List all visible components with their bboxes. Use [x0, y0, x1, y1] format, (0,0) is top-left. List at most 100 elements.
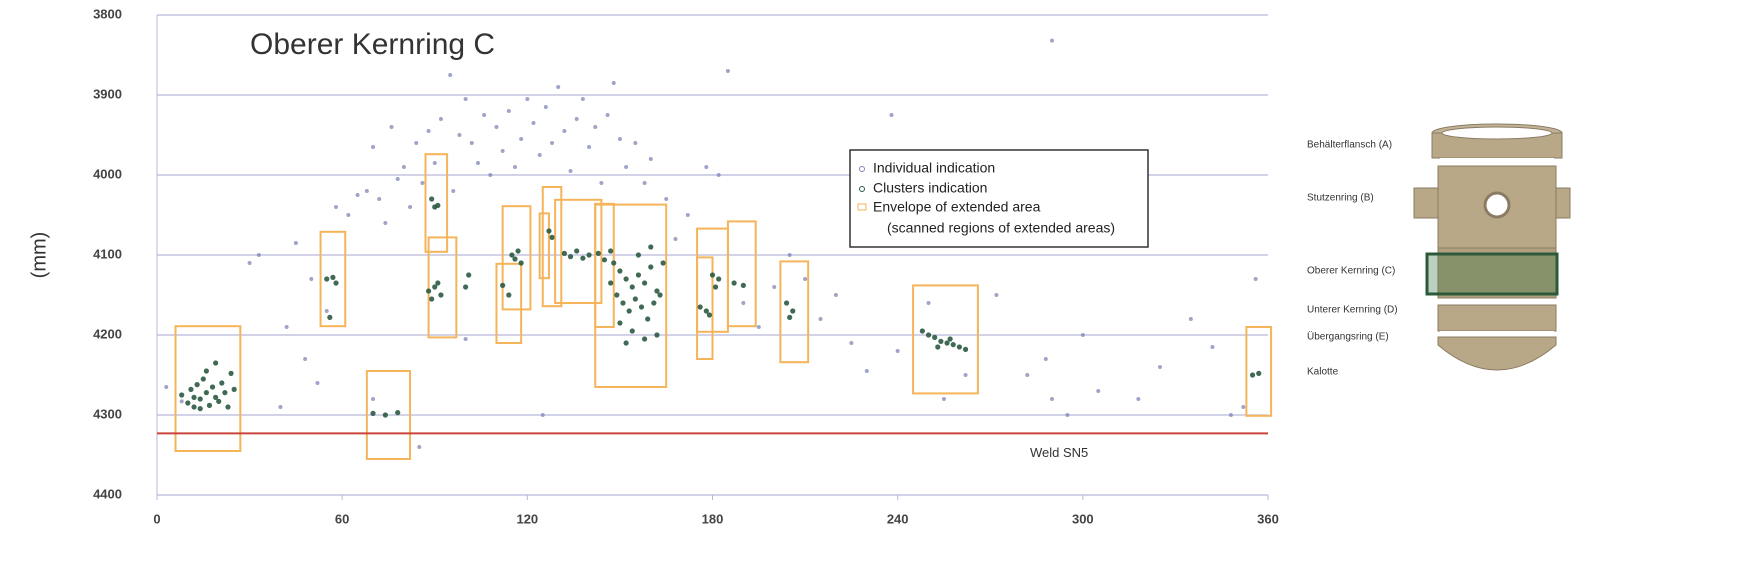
point	[429, 296, 435, 302]
point	[962, 346, 969, 352]
point	[617, 137, 622, 141]
envelope	[1245, 326, 1273, 417]
point	[580, 255, 586, 261]
point	[950, 342, 956, 348]
vessel-label: Unterer Kernring (D)	[1307, 305, 1398, 316]
point	[231, 386, 237, 392]
point	[716, 276, 722, 282]
point	[494, 125, 499, 129]
point	[632, 296, 638, 302]
point	[463, 97, 468, 101]
point	[408, 205, 413, 209]
point	[629, 284, 635, 290]
point	[704, 165, 709, 169]
point	[849, 341, 854, 345]
envelope	[594, 202, 615, 328]
point	[895, 349, 900, 353]
point	[389, 125, 394, 129]
point	[432, 284, 438, 290]
point	[438, 117, 443, 121]
point	[448, 73, 453, 77]
point	[463, 284, 469, 290]
legend-box	[849, 149, 1149, 248]
point	[731, 280, 737, 286]
point	[429, 196, 435, 202]
point	[540, 413, 545, 417]
point	[635, 252, 642, 258]
x-tick-label: 0	[153, 511, 160, 526]
point	[685, 213, 690, 217]
point	[315, 381, 320, 385]
point	[925, 332, 932, 338]
legend-note: (scanned regions of extended areas)	[887, 220, 1115, 236]
weld-label: Weld SN5	[1030, 445, 1088, 460]
point	[213, 394, 219, 400]
point	[1210, 345, 1215, 349]
point	[203, 390, 209, 396]
vessel-label: Übergangsring (E)	[1307, 331, 1389, 343]
point	[219, 380, 225, 386]
point	[1228, 413, 1233, 417]
point	[1049, 38, 1054, 43]
point	[512, 165, 517, 169]
point	[324, 309, 329, 313]
point	[889, 113, 894, 117]
point	[833, 293, 838, 297]
point	[818, 317, 823, 321]
point	[284, 325, 289, 329]
point	[438, 292, 444, 298]
point	[191, 394, 197, 400]
point	[935, 344, 941, 350]
y-tick-label: 4400	[93, 486, 122, 501]
point	[599, 181, 604, 185]
point	[648, 157, 653, 161]
vessel-label: Kalotte	[1307, 367, 1339, 378]
point	[580, 97, 585, 101]
point	[608, 248, 614, 254]
point	[654, 332, 660, 338]
y-tick-label: 4300	[93, 406, 122, 421]
x-tick-label: 300	[1072, 511, 1094, 526]
point	[519, 137, 524, 141]
point	[543, 105, 548, 109]
point	[475, 161, 480, 165]
legend-label: Clusters indication	[873, 180, 987, 196]
x-tick-label: 360	[1257, 511, 1279, 526]
point	[1065, 413, 1070, 417]
point	[787, 314, 793, 320]
point	[537, 153, 542, 157]
envelope	[912, 284, 979, 395]
envelope	[538, 212, 550, 280]
point	[994, 293, 999, 297]
point	[395, 410, 401, 416]
point	[278, 405, 283, 409]
point	[1049, 397, 1054, 401]
point	[562, 129, 567, 133]
y-tick-label: 4100	[93, 246, 122, 261]
vessel-label: Behälterflansch (A)	[1307, 140, 1392, 151]
point	[712, 284, 719, 290]
y-tick-label: 4000	[93, 166, 122, 181]
point	[518, 260, 524, 266]
point	[716, 173, 721, 177]
point	[1256, 370, 1262, 376]
point	[756, 325, 761, 329]
envelope	[424, 153, 449, 253]
point	[185, 400, 191, 406]
point	[783, 300, 790, 306]
point	[642, 280, 648, 286]
point	[963, 373, 968, 377]
point	[383, 221, 388, 225]
point	[188, 386, 194, 392]
point	[1188, 317, 1193, 321]
point	[642, 181, 647, 185]
point	[703, 308, 709, 314]
point	[956, 344, 962, 350]
point	[697, 304, 703, 310]
point	[941, 397, 946, 401]
legend-marker	[859, 186, 865, 192]
point	[515, 248, 521, 254]
point	[611, 260, 617, 266]
point	[457, 133, 462, 137]
point	[617, 320, 623, 326]
